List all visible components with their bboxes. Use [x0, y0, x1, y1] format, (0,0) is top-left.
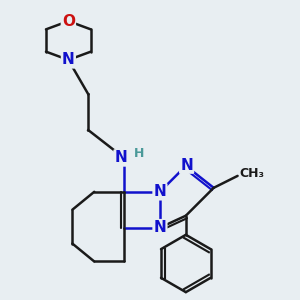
- Text: H: H: [134, 147, 144, 160]
- Text: N: N: [154, 220, 166, 235]
- Text: CH₃: CH₃: [240, 167, 265, 180]
- Text: N: N: [180, 158, 193, 172]
- Text: N: N: [62, 52, 75, 68]
- Text: N: N: [154, 184, 166, 199]
- Text: O: O: [62, 14, 75, 28]
- Text: N: N: [115, 151, 127, 166]
